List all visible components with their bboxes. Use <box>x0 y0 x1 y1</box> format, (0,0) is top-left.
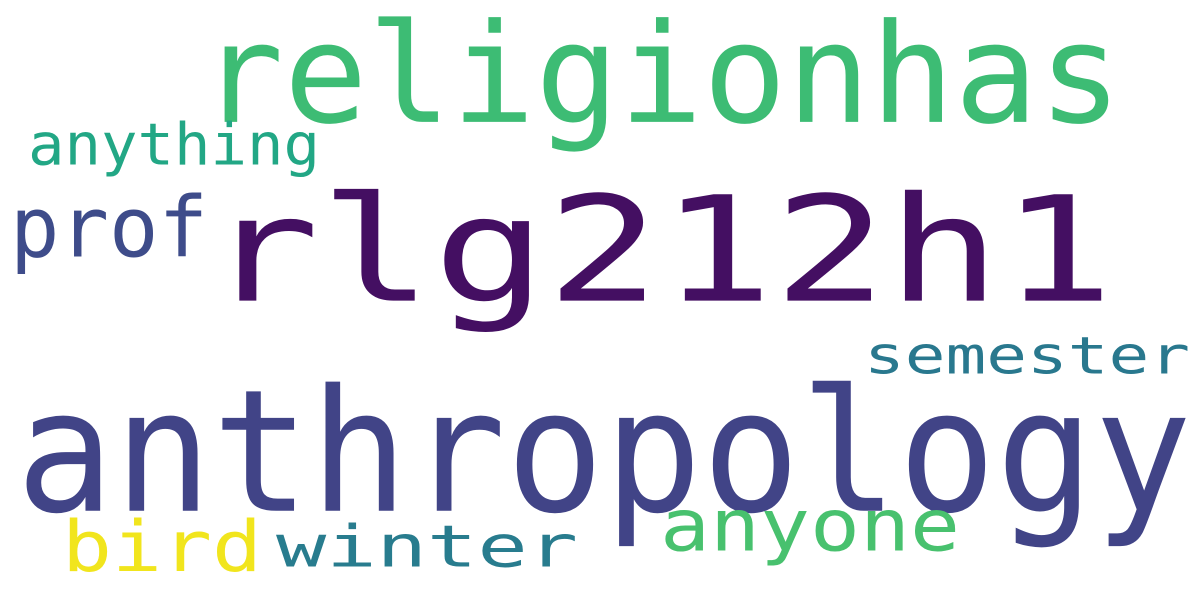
word-semester: semester <box>864 325 1190 387</box>
word-rlg212h1: rlg212h1 <box>206 164 1114 336</box>
word-religionhas: religionhas <box>200 0 1122 156</box>
word-prof: prof <box>10 178 208 277</box>
word-winter: winter <box>276 512 578 581</box>
word-anything: anything <box>28 110 320 179</box>
word-anthropology: anthropology <box>16 352 1192 552</box>
word-anyone: anyone <box>660 483 960 568</box>
word-bird: bird <box>62 505 262 588</box>
